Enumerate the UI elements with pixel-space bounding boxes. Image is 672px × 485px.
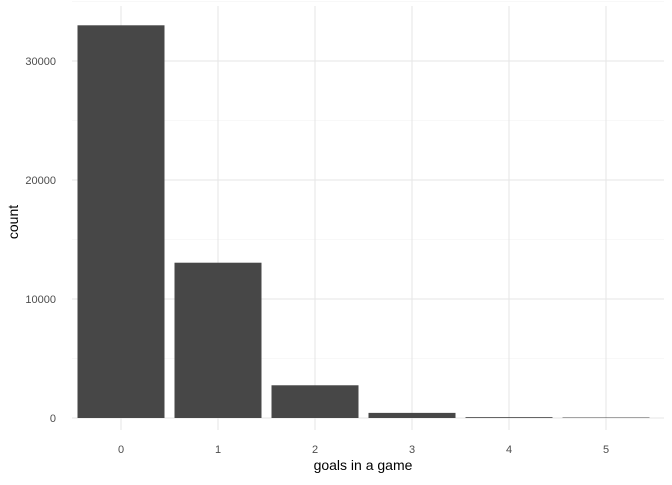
y-tick-label: 10000	[25, 294, 56, 306]
x-tick-label: 4	[506, 444, 512, 456]
x-axis-title: goals in a game	[314, 457, 413, 473]
bar-layer	[77, 25, 650, 419]
bar-0	[77, 25, 165, 419]
x-tick-label: 5	[603, 444, 609, 456]
x-tick-label: 2	[312, 444, 318, 456]
y-axis-title: count	[5, 205, 21, 239]
bar-1	[174, 262, 262, 418]
bar-4	[465, 417, 553, 418]
bar-2	[271, 385, 359, 418]
bar-5	[562, 417, 650, 418]
y-tick-label: 30000	[25, 56, 56, 68]
x-axis-tick-labels: 0 1 2 3 4 5	[118, 444, 609, 456]
y-axis-tick-labels: 0 10000 20000 30000	[25, 56, 56, 425]
y-tick-label: 20000	[25, 175, 56, 187]
x-tick-label: 1	[215, 444, 221, 456]
y-tick-label: 0	[50, 413, 56, 425]
x-tick-label: 0	[118, 444, 124, 456]
bar-3	[368, 412, 456, 418]
x-tick-label: 3	[409, 444, 415, 456]
grid-layer	[72, 1, 664, 430]
